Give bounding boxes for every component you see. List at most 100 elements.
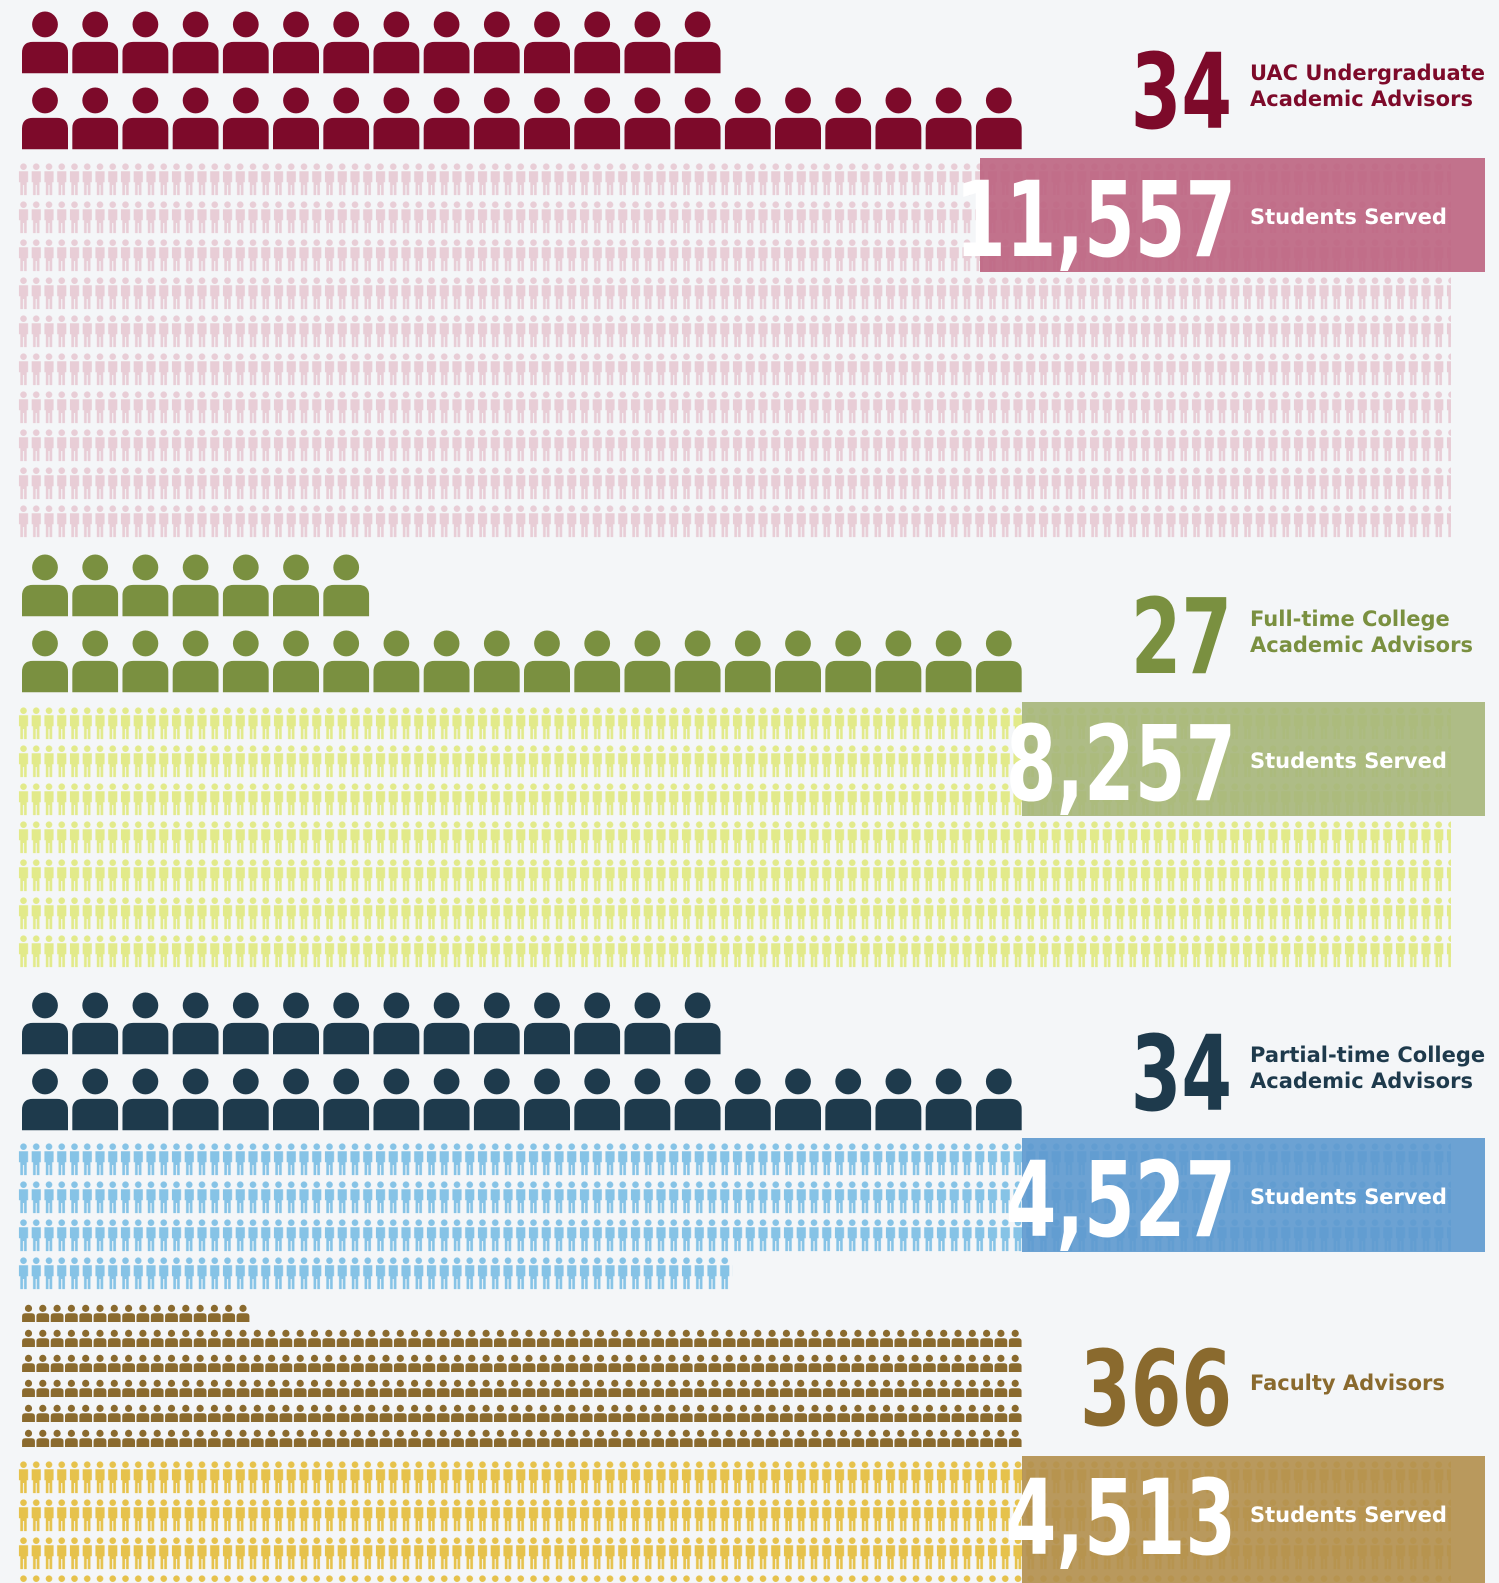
advisor-icon xyxy=(524,87,570,150)
advisor-icon xyxy=(50,1404,64,1422)
advisor-icon xyxy=(994,1354,1008,1372)
advisor-icon xyxy=(150,1404,164,1422)
advisor-icon xyxy=(273,992,319,1055)
advisor-label: Partial-time College xyxy=(1250,1043,1485,1067)
advisor-icon xyxy=(994,1404,1008,1422)
students-count: 8,257 xyxy=(1006,705,1236,825)
advisor-icon xyxy=(122,87,169,150)
advisor-icon xyxy=(565,1379,579,1397)
advisor-icon xyxy=(737,1404,750,1422)
advisor-icon xyxy=(36,1429,50,1447)
advisor-icon xyxy=(694,1379,708,1397)
advisor-icon xyxy=(265,1379,279,1397)
advisor-icon xyxy=(293,1379,307,1397)
advisor-icon xyxy=(493,1329,507,1347)
advisor-icon xyxy=(373,11,420,74)
advisor-icon xyxy=(751,1429,765,1447)
advisor-icon xyxy=(674,992,721,1055)
advisor-icon xyxy=(694,1429,708,1447)
advisor-icon xyxy=(608,1429,622,1447)
advisor-icon xyxy=(207,1329,221,1347)
advisor-icon xyxy=(72,992,119,1055)
advisor-icon xyxy=(737,1329,750,1347)
advisor-icon xyxy=(894,1354,908,1372)
advisor-icon xyxy=(193,1429,207,1447)
advisor-icon xyxy=(436,1379,450,1397)
advisor-icon xyxy=(465,1354,479,1372)
advisor-icon xyxy=(579,1354,593,1372)
advisor-icon xyxy=(822,1354,836,1372)
students-box xyxy=(980,158,1485,272)
advisor-icon xyxy=(393,1404,407,1422)
advisor-icon xyxy=(524,11,570,74)
advisor-icon xyxy=(423,1068,470,1131)
advisor-icon xyxy=(172,554,219,617)
advisor-icon xyxy=(236,1304,250,1322)
advisor-icon xyxy=(851,1329,865,1347)
advisor-icon xyxy=(508,1379,522,1397)
advisor-icon xyxy=(408,1379,422,1397)
advisor-icon xyxy=(236,1354,250,1372)
advisor-icon xyxy=(737,1429,750,1447)
advisor-icon xyxy=(64,1354,78,1372)
advisor-icon xyxy=(122,11,169,74)
advisor-icon xyxy=(36,1354,50,1372)
advisor-icon xyxy=(22,1379,35,1397)
advisor-icon xyxy=(980,1429,994,1447)
advisor-icon xyxy=(751,1404,765,1422)
advisor-icon xyxy=(165,1404,178,1422)
advisor-icon xyxy=(393,1429,407,1447)
advisor-icon xyxy=(79,1329,93,1347)
advisor-icon xyxy=(451,1404,464,1422)
advisor-icon xyxy=(922,1379,936,1397)
advisor-count: 34 xyxy=(1131,33,1232,153)
advisor-icon xyxy=(250,1329,264,1347)
advisor-icon xyxy=(273,1068,319,1131)
advisor-icon xyxy=(36,1329,50,1347)
advisor-icon xyxy=(651,1329,665,1347)
advisor-icon xyxy=(779,1379,793,1397)
advisor-icon xyxy=(172,11,219,74)
advisor-icon xyxy=(837,1429,851,1447)
advisor-icon xyxy=(350,1329,364,1347)
advisor-icon xyxy=(765,1404,779,1422)
advisor-icon xyxy=(779,1429,793,1447)
advisor-icon xyxy=(165,1354,178,1372)
advisor-icon xyxy=(579,1379,593,1397)
advisor-icon xyxy=(536,1329,550,1347)
advisor-icon xyxy=(522,1354,536,1372)
advisor-icon xyxy=(222,1304,236,1322)
advisor-icon xyxy=(393,1329,407,1347)
advisor-icon xyxy=(379,1429,393,1447)
advisor-icon xyxy=(373,992,420,1055)
advisor-icon xyxy=(951,1379,965,1397)
advisor-icon xyxy=(22,1068,68,1131)
advisor-icon xyxy=(107,1354,121,1372)
advisor-icon xyxy=(865,1404,879,1422)
advisor-icon xyxy=(179,1379,193,1397)
advisor-icon xyxy=(222,1379,236,1397)
students-box xyxy=(1022,1138,1485,1252)
advisor-icon xyxy=(565,1404,579,1422)
advisor-icon xyxy=(150,1379,164,1397)
advisor-icon xyxy=(479,1404,493,1422)
advisor-icon xyxy=(865,1354,879,1372)
advisor-label: UAC Undergraduate xyxy=(1250,61,1485,85)
advisor-icon xyxy=(22,87,68,150)
advisor-icon xyxy=(536,1404,550,1422)
advisor-icon xyxy=(165,1329,178,1347)
advisor-icon xyxy=(350,1379,364,1397)
advisor-icon xyxy=(751,1379,765,1397)
advisor-icon xyxy=(250,1429,264,1447)
advisor-icon xyxy=(837,1404,851,1422)
advisor-icon xyxy=(222,992,269,1055)
advisor-icon xyxy=(694,1329,708,1347)
advisor-icon xyxy=(172,992,219,1055)
advisor-icon xyxy=(875,87,922,150)
advisor-icon xyxy=(722,1429,736,1447)
advisor-icon xyxy=(925,630,972,693)
advisor-count: 27 xyxy=(1131,578,1232,698)
advisor-icon xyxy=(236,1379,250,1397)
advisor-icon xyxy=(779,1329,793,1347)
